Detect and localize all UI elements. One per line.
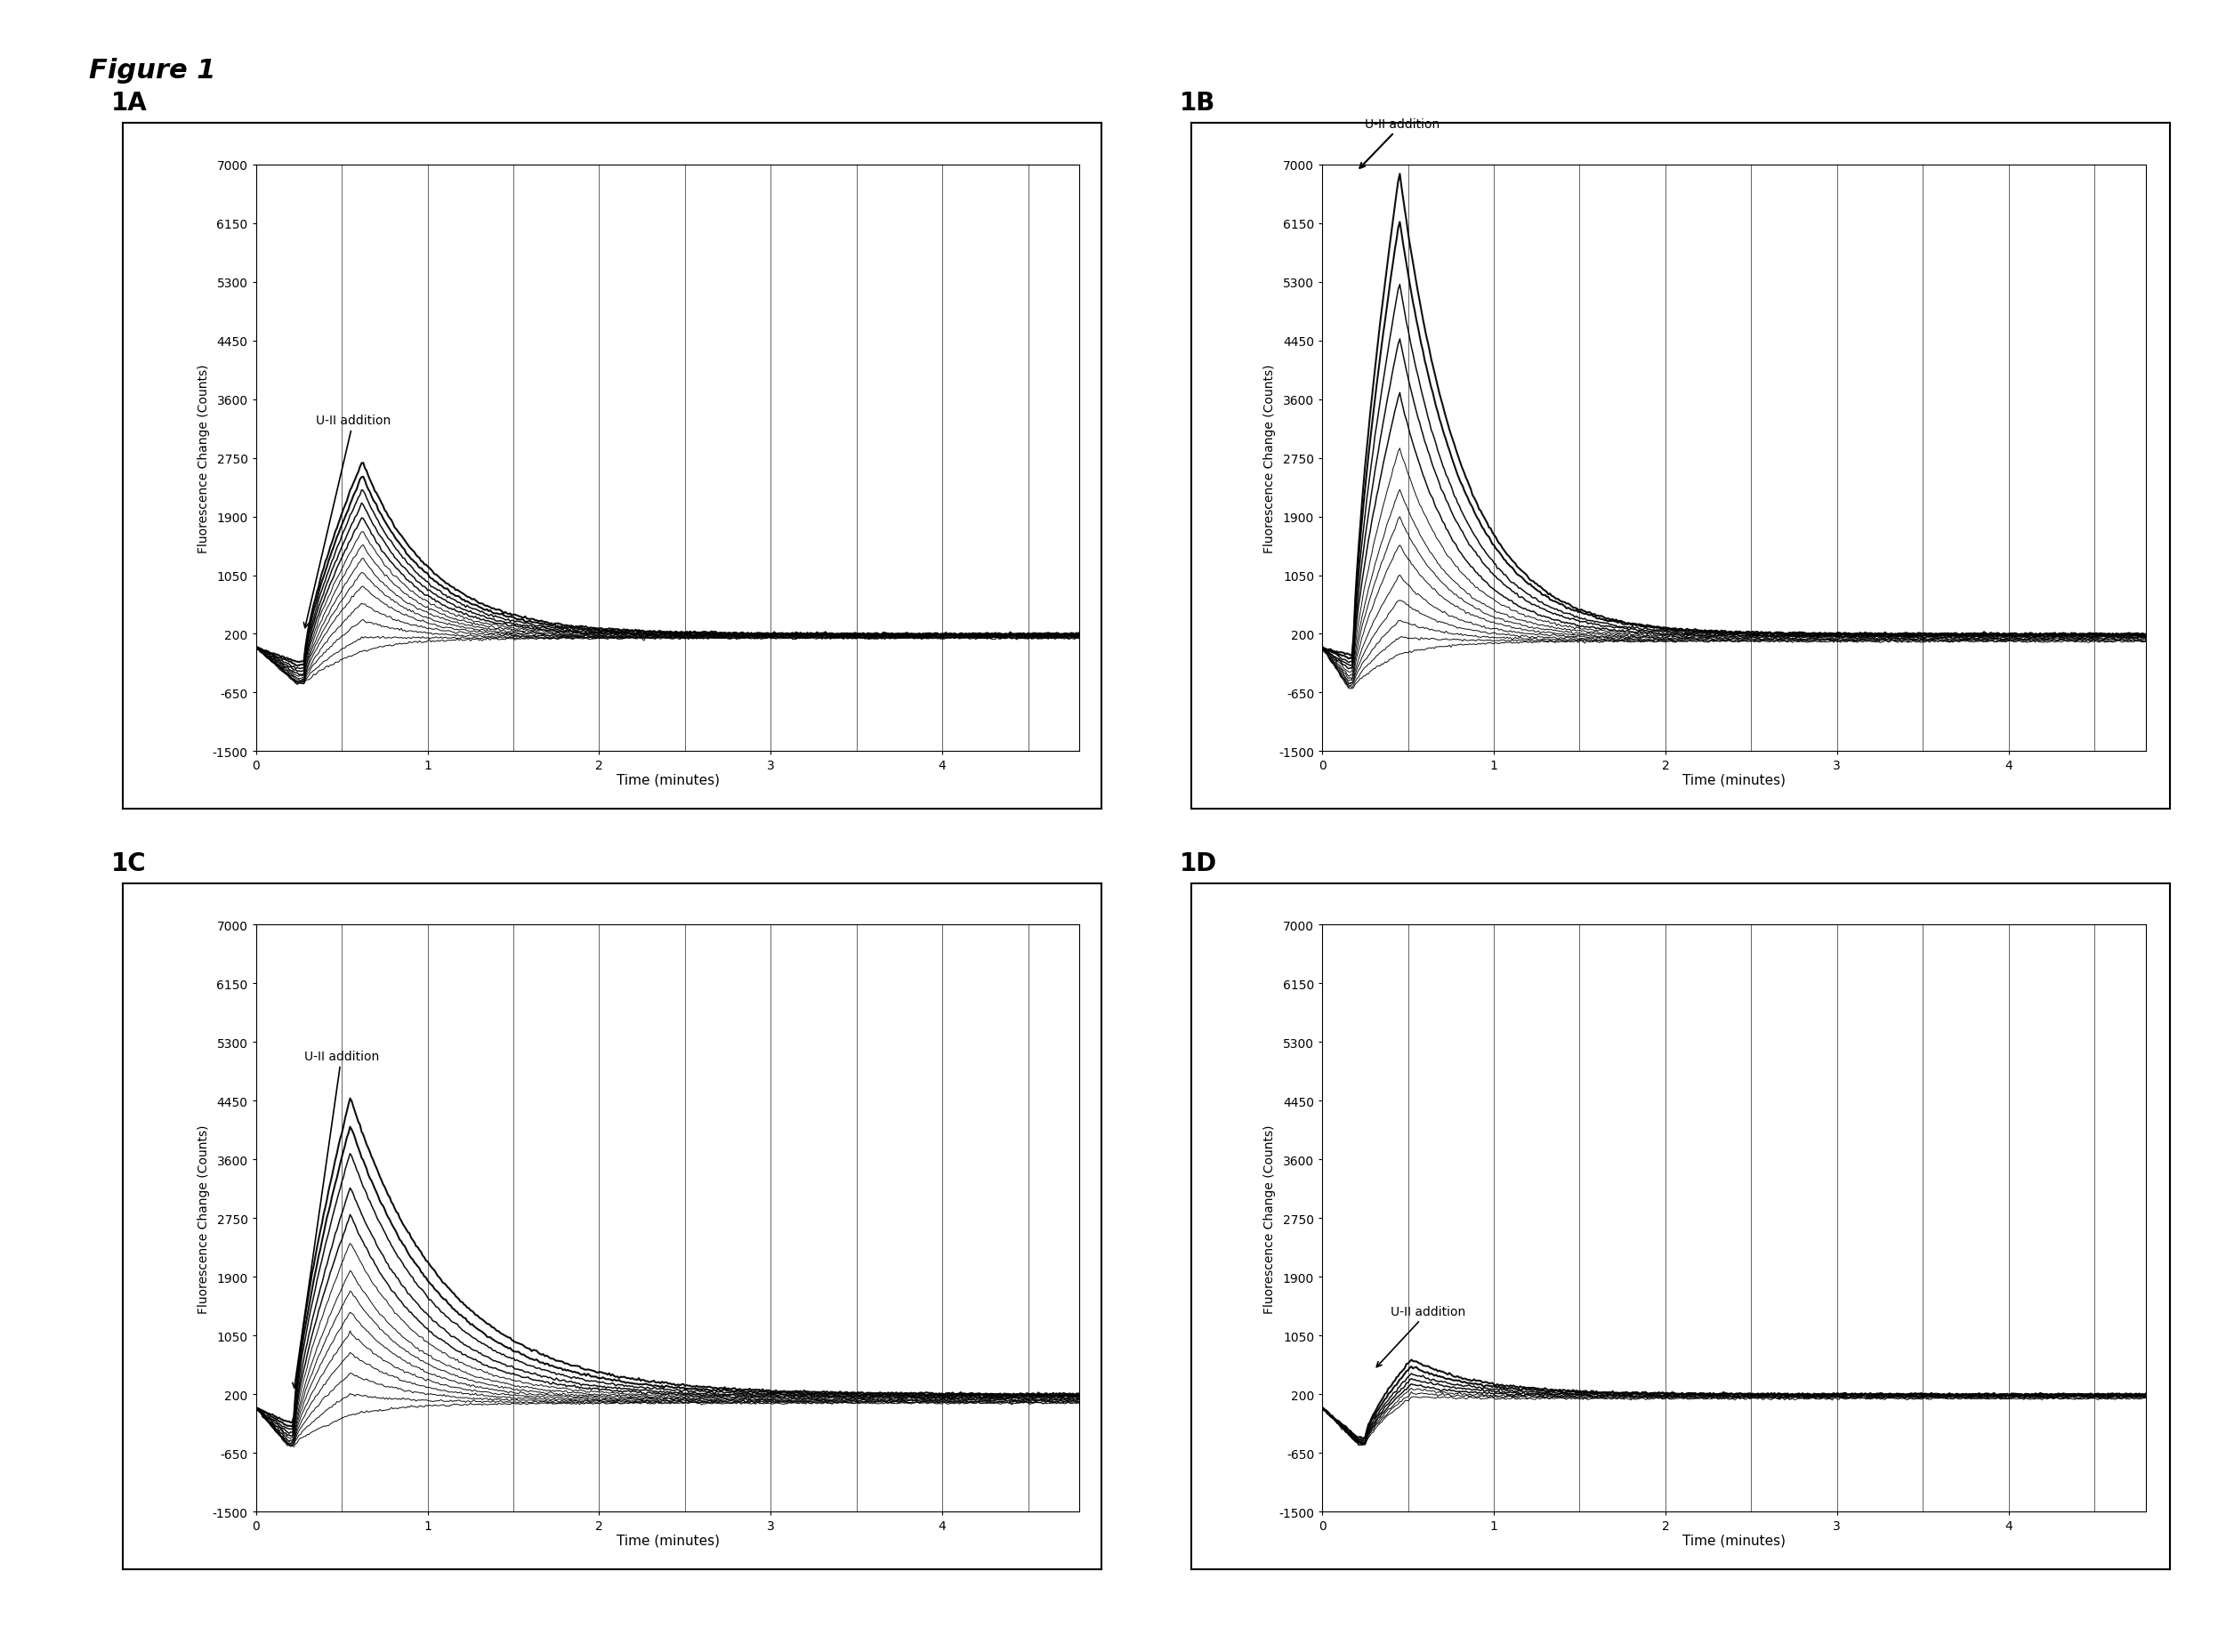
Y-axis label: Fluorescence Change (Counts): Fluorescence Change (Counts) <box>198 1123 209 1313</box>
Text: 1A: 1A <box>111 91 147 116</box>
X-axis label: Time (minutes): Time (minutes) <box>1683 1533 1785 1546</box>
X-axis label: Time (minutes): Time (minutes) <box>1683 773 1785 786</box>
X-axis label: Time (minutes): Time (minutes) <box>617 1533 719 1546</box>
Text: 1C: 1C <box>111 851 147 876</box>
Text: U-II addition: U-II addition <box>303 415 392 628</box>
Text: Figure 1: Figure 1 <box>89 58 216 84</box>
Text: 1D: 1D <box>1180 851 1218 876</box>
Y-axis label: Fluorescence Change (Counts): Fluorescence Change (Counts) <box>1264 1123 1275 1313</box>
Text: 1B: 1B <box>1180 91 1215 116</box>
Text: U-II addition: U-II addition <box>292 1051 378 1388</box>
Text: U-II addition: U-II addition <box>1376 1305 1467 1368</box>
Y-axis label: Fluorescence Change (Counts): Fluorescence Change (Counts) <box>198 363 209 553</box>
Y-axis label: Fluorescence Change (Counts): Fluorescence Change (Counts) <box>1264 363 1275 553</box>
Text: U-II addition: U-II addition <box>1360 119 1440 169</box>
X-axis label: Time (minutes): Time (minutes) <box>617 773 719 786</box>
